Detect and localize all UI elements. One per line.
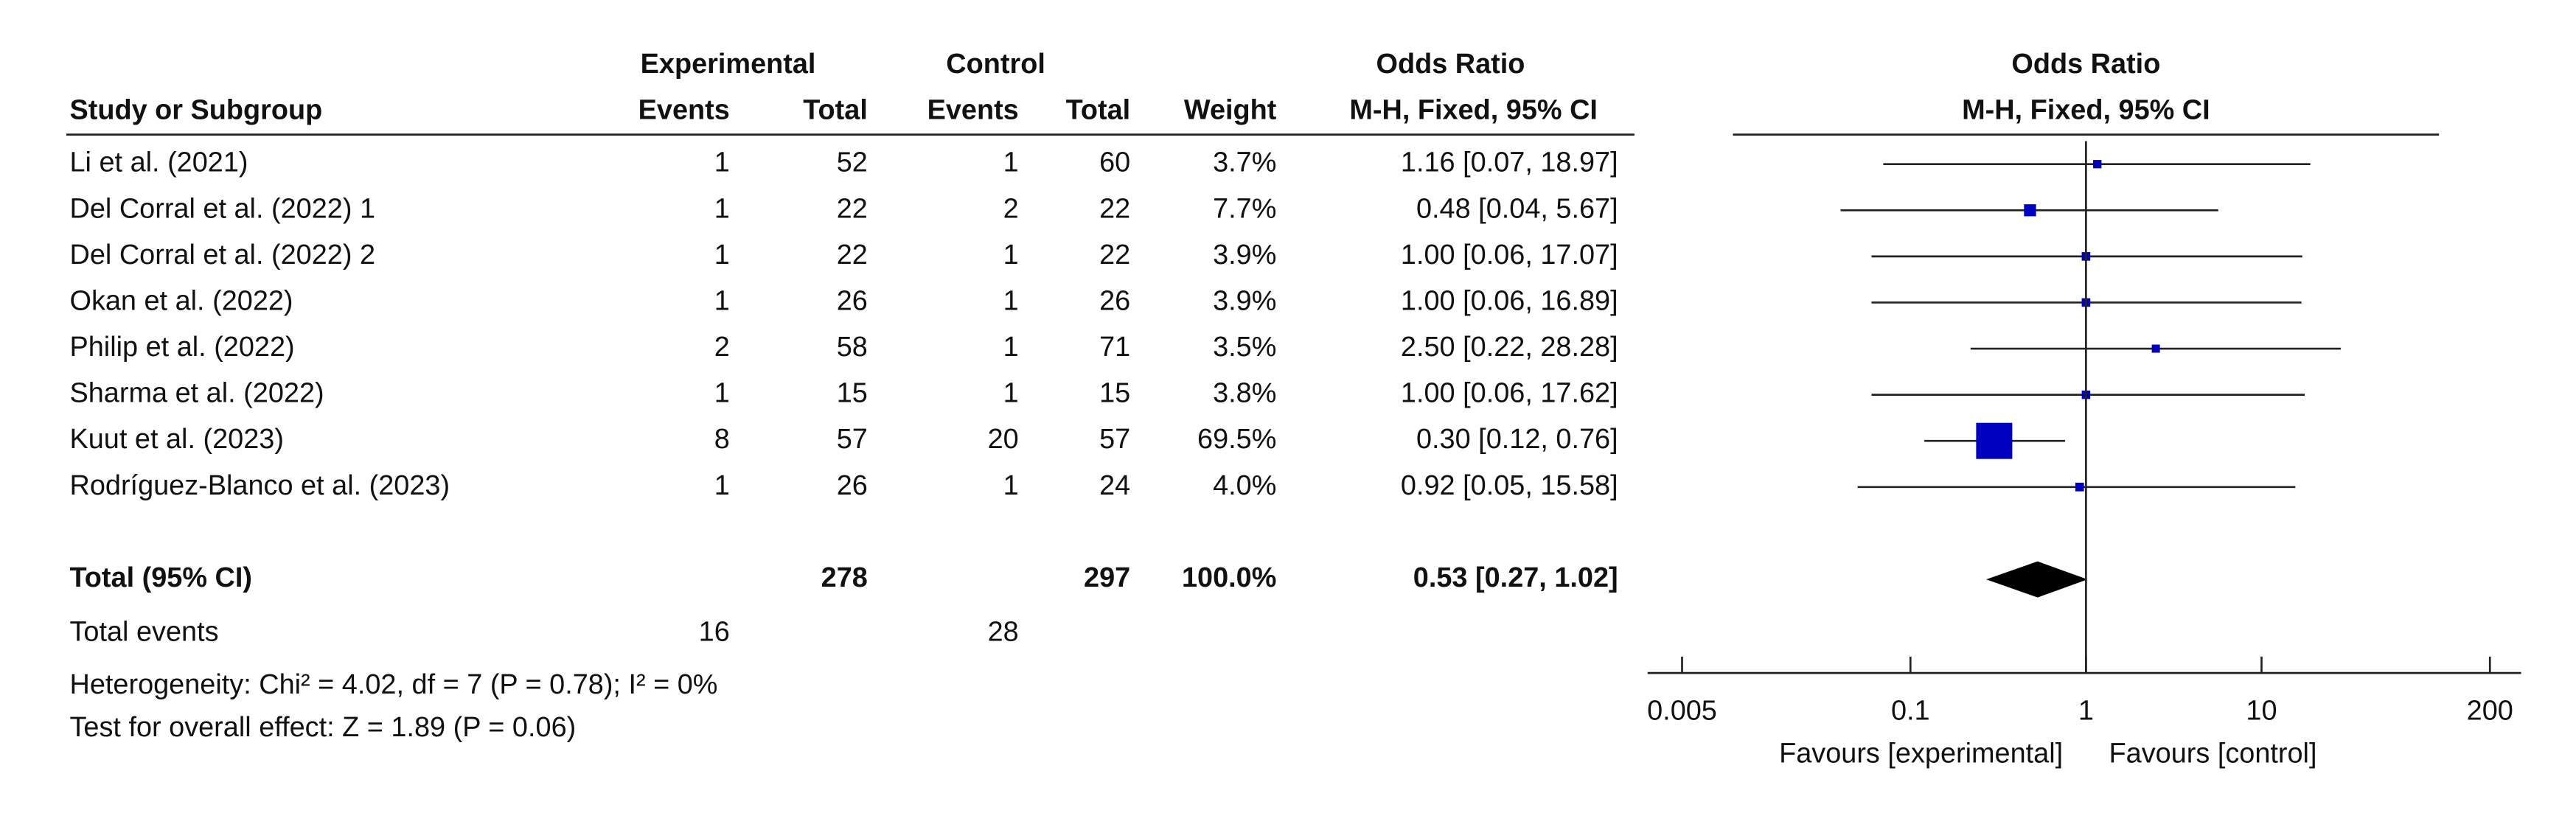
exp-events: 1 — [714, 378, 730, 409]
header: Odds Ratio — [2011, 49, 2160, 80]
study-name: Philip et al. (2022) — [69, 332, 294, 363]
exp-events: 1 — [714, 285, 730, 316]
odds-ratio: 0.92 [0.05, 15.58] — [1401, 470, 1618, 501]
header: Odds Ratio — [1376, 49, 1525, 80]
study-name: Del Corral et al. (2022) 2 — [69, 240, 375, 270]
header: Control — [946, 49, 1045, 80]
ctl-events: 1 — [1003, 332, 1019, 363]
total-weight: 100.0% — [1182, 562, 1276, 593]
ctl-total: 22 — [1099, 193, 1130, 224]
odds-ratio: 0.48 [0.04, 5.67] — [1416, 193, 1618, 224]
study-name: Kuut et al. (2023) — [69, 424, 283, 455]
odds-ratio: 1.00 [0.06, 16.89] — [1401, 285, 1618, 316]
events-name: Total events — [69, 617, 218, 648]
pooled-diamond — [1985, 561, 2088, 598]
events-exp: 16 — [699, 617, 730, 648]
study-name: Okan et al. (2022) — [69, 285, 293, 316]
exp-total: 26 — [837, 470, 868, 501]
weight-square — [2024, 204, 2036, 217]
header: M-H, Fixed, 95% CI — [1962, 94, 2210, 125]
ctl-events: 1 — [1003, 378, 1019, 409]
ctl-total: 26 — [1099, 285, 1130, 316]
study-name: Del Corral et al. (2022) 1 — [69, 193, 375, 224]
weight: 7.7% — [1213, 193, 1276, 224]
x-tick-label: 0.005 — [1647, 696, 1717, 727]
x-tick-label: 10 — [2246, 696, 2277, 727]
header: Weight — [1184, 94, 1277, 125]
weight: 3.9% — [1213, 240, 1276, 270]
exp-events: 2 — [714, 332, 730, 363]
overall-test: Test for overall effect: Z = 1.89 (P = 0… — [69, 712, 576, 743]
x-tick-label: 1 — [2078, 696, 2094, 727]
heterogeneity: Heterogeneity: Chi² = 4.02, df = 7 (P = … — [69, 669, 717, 700]
exp-total: 26 — [837, 285, 868, 316]
exp-total: 22 — [837, 193, 868, 224]
favours-left: Favours [experimental] — [1779, 738, 2063, 769]
ctl-total: 57 — [1099, 424, 1130, 455]
exp-total: 15 — [837, 378, 868, 409]
exp-events: 1 — [714, 240, 730, 270]
ctl-total: 71 — [1099, 332, 1130, 363]
ctl-events: 20 — [988, 424, 1019, 455]
study-name: Li et al. (2021) — [69, 147, 248, 178]
total-or: 0.53 [0.27, 1.02] — [1413, 562, 1618, 593]
header: M-H, Fixed, 95% CI — [1349, 94, 1598, 125]
exp-total: 58 — [837, 332, 868, 363]
ctl-total: 60 — [1099, 147, 1130, 178]
header: Total — [1066, 94, 1131, 125]
exp-total: 57 — [837, 424, 868, 455]
favours-right: Favours [control] — [2109, 738, 2317, 769]
x-tick-label: 0.1 — [1891, 696, 1930, 727]
ctl-events: 1 — [1003, 470, 1019, 501]
odds-ratio: 1.16 [0.07, 18.97] — [1401, 147, 1618, 178]
total-exp: 278 — [821, 562, 868, 593]
weight-square — [2075, 482, 2084, 492]
ctl-events: 2 — [1003, 193, 1019, 224]
header: Study or Subgroup — [69, 94, 322, 125]
weight: 3.5% — [1213, 332, 1276, 363]
study-name: Rodríguez-Blanco et al. (2023) — [69, 470, 450, 501]
weight: 3.8% — [1213, 378, 1276, 409]
header: Total — [803, 94, 868, 125]
header: Events — [638, 94, 730, 125]
odds-ratio: 0.30 [0.12, 0.76] — [1416, 424, 1618, 455]
exp-events: 1 — [714, 470, 730, 501]
header: Events — [927, 94, 1019, 125]
ctl-events: 1 — [1003, 285, 1019, 316]
exp-events: 1 — [714, 147, 730, 178]
x-tick-label: 200 — [2467, 696, 2513, 727]
exp-events: 8 — [714, 424, 730, 455]
exp-total: 52 — [837, 147, 868, 178]
weight: 69.5% — [1197, 424, 1276, 455]
weight: 3.9% — [1213, 285, 1276, 316]
odds-ratio: 1.00 [0.06, 17.07] — [1401, 240, 1618, 270]
weight-square — [1976, 422, 2013, 459]
weight: 4.0% — [1213, 470, 1276, 501]
odds-ratio: 1.00 [0.06, 17.62] — [1401, 378, 1618, 409]
events-ctl: 28 — [988, 617, 1019, 648]
exp-total: 22 — [837, 240, 868, 270]
ctl-total: 24 — [1099, 470, 1130, 501]
weight-square — [2151, 344, 2160, 353]
total-name: Total (95% CI) — [69, 562, 252, 593]
study-name: Sharma et al. (2022) — [69, 378, 324, 409]
ctl-events: 1 — [1003, 147, 1019, 178]
weight-square — [2093, 160, 2102, 169]
weight: 3.7% — [1213, 147, 1276, 178]
ctl-total: 15 — [1099, 378, 1130, 409]
ctl-events: 1 — [1003, 240, 1019, 270]
total-ctl: 297 — [1084, 562, 1130, 593]
exp-events: 1 — [714, 193, 730, 224]
header: Experimental — [641, 49, 816, 80]
odds-ratio: 2.50 [0.22, 28.28] — [1401, 332, 1618, 363]
ctl-total: 22 — [1099, 240, 1130, 270]
